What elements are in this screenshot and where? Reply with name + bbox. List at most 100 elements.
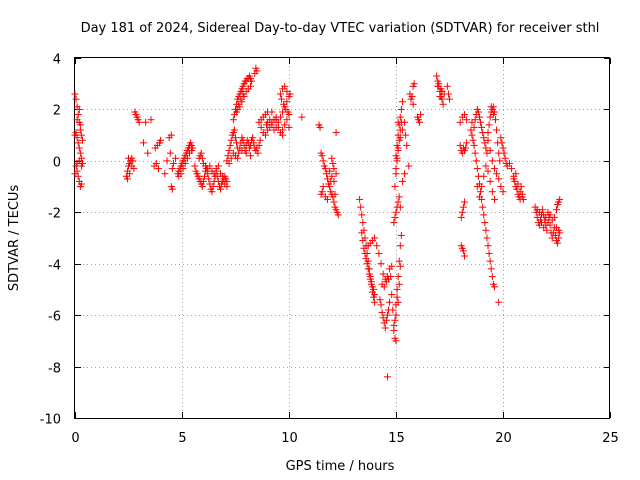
data-point [227,136,235,144]
data-point [391,213,399,221]
data-point [332,129,340,137]
data-point [402,131,410,139]
data-point [480,211,488,219]
data-point [510,175,518,183]
data-point [398,177,406,185]
data-point [371,298,379,306]
data-point [458,208,466,216]
y-tick-label: 4 [53,53,61,68]
x-tick-label: 15 [388,431,405,446]
data-point [358,211,366,219]
data-point [214,162,222,170]
data-point [489,111,497,119]
data-point [379,270,387,278]
data-point [75,144,83,152]
data-point [488,188,496,196]
data-point [406,90,414,98]
data-point [71,170,79,178]
data-point [396,113,404,121]
data-point [360,244,368,252]
data-point [371,234,379,242]
y-tick-label: -10 [40,413,61,428]
data-point [242,149,250,157]
data-point [206,162,214,170]
data-point [324,195,332,203]
data-point [263,121,271,129]
y-tick-label: -6 [48,310,61,325]
data-point [330,198,338,206]
data-point [167,131,175,139]
data-point [470,141,478,149]
data-point [490,195,498,203]
data-point [480,172,488,180]
data-point [382,316,390,324]
data-point [250,139,258,147]
data-point [389,306,397,314]
data-point [226,141,234,149]
data-point [388,291,396,299]
data-point [135,118,143,126]
data-point [484,129,492,137]
x-tick-label: 25 [602,431,619,446]
data-point [542,213,550,221]
data-point [358,229,366,237]
data-point [298,113,306,121]
data-point [410,80,418,88]
data-point [230,126,238,134]
data-point [144,149,152,157]
data-point [482,144,490,152]
data-point [217,185,225,193]
data-point [142,118,150,126]
data-point [199,177,207,185]
data-point [238,147,246,155]
data-point [462,144,470,152]
data-point [546,221,554,229]
data-point [166,149,174,157]
y-tick-label: 2 [53,104,61,119]
data-point [469,136,477,144]
data-point [239,90,247,98]
data-point [183,154,191,162]
data-point [514,180,522,188]
data-point [495,298,503,306]
data-point [395,193,403,201]
x-axis-label: GPS time / hours [286,459,395,474]
data-point [163,157,171,165]
data-point [361,249,369,257]
data-point [508,165,516,173]
data-point [485,121,493,129]
data-point [396,262,404,270]
data-point [380,283,388,291]
data-point [478,123,486,131]
data-point [378,309,386,317]
data-point [437,85,445,93]
data-point [77,180,85,188]
data-point [392,165,400,173]
data-point [460,198,468,206]
data-point [179,165,187,173]
data-point [261,131,269,139]
data-point [232,134,239,142]
data-point [181,159,189,167]
data-point [394,118,402,126]
data-point [332,170,340,178]
data-point [370,285,378,293]
data-point [157,136,165,144]
data-point [284,108,292,116]
data-point [154,165,162,173]
data-point [373,242,381,250]
data-point [197,149,205,157]
data-point [281,121,289,129]
data-point [505,159,513,167]
x-tick-label: 20 [495,431,512,446]
data-point [463,116,471,124]
data-point [191,162,199,170]
data-point [495,175,503,183]
data-point [256,136,264,144]
data-point [388,262,396,270]
data-point [377,301,385,309]
data-point [268,108,276,116]
x-tick-label: 5 [178,431,186,446]
data-point [443,82,451,90]
